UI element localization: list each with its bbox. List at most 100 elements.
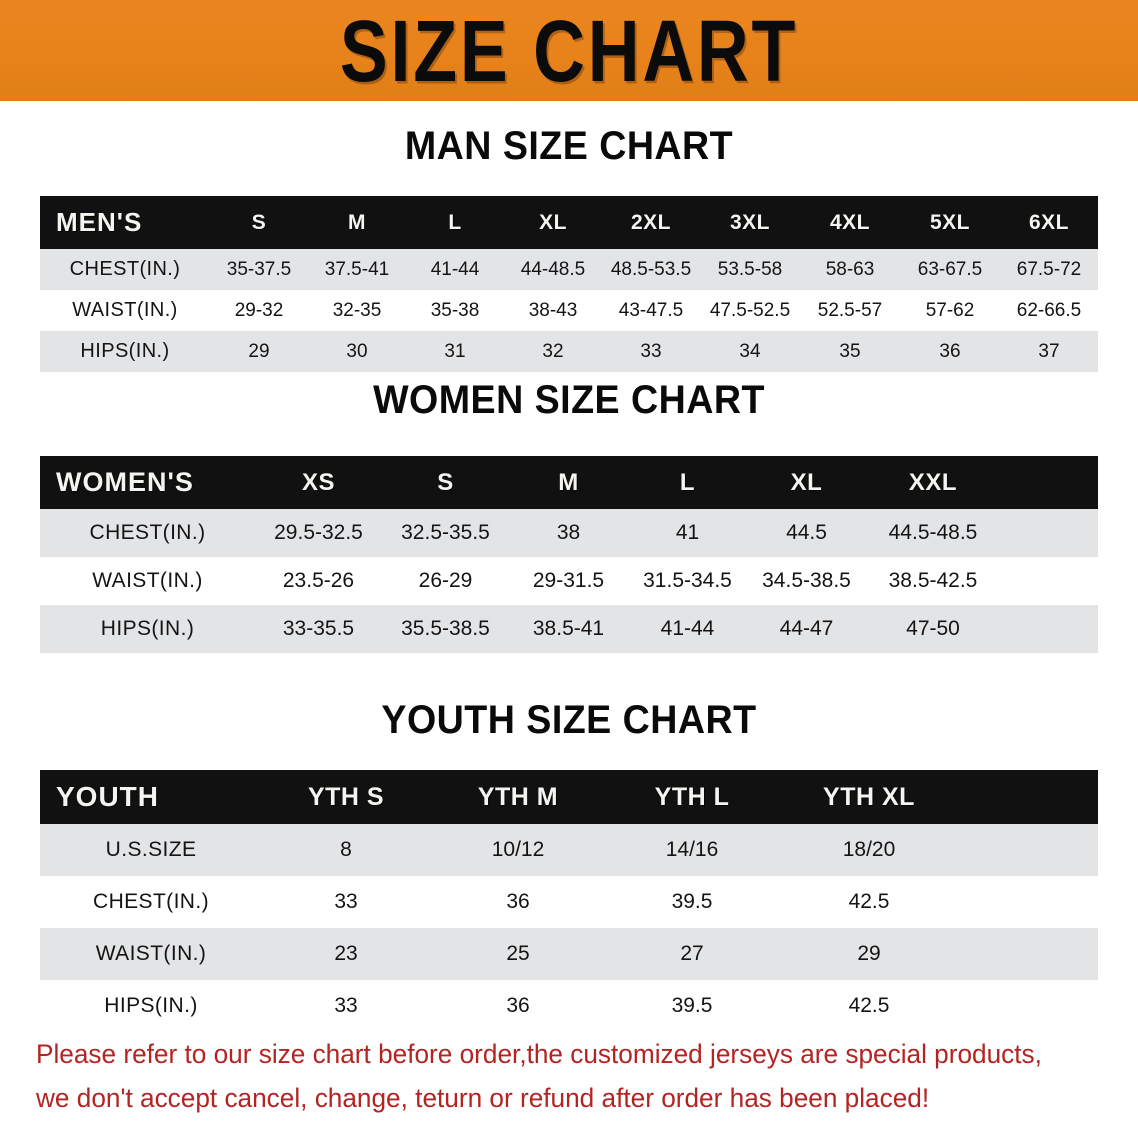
youth-hips-l: 39.5: [671, 994, 713, 1017]
man-header-size-2xl: 2XL: [630, 210, 671, 234]
women-header-spacer: [1000, 456, 1098, 509]
women-header-size-xs: XS: [301, 468, 335, 496]
table-row: HIPS(IN.) 33-35.5 35.5-38.5 38.5-41 41-4…: [40, 605, 1098, 653]
table-row: U.S.SIZE 8 10/12 14/16 18/20: [40, 824, 1098, 876]
youth-hips-s: 33: [334, 994, 358, 1017]
women-header-label: WOMEN'S: [56, 467, 194, 497]
man-chest-6xl: 67.5-72: [1016, 258, 1082, 280]
man-hips-xl: 32: [542, 340, 564, 362]
man-waist-4xl: 52.5-57: [817, 299, 883, 321]
women-waist-xs: 23.5-26: [282, 569, 355, 592]
women-chest-spacer: [1000, 509, 1098, 557]
man-waist-5xl: 57-62: [925, 299, 975, 321]
women-chest-xs: 29.5-32.5: [274, 521, 363, 544]
table-row: WAIST(IN.) 23.5-26 26-29 29-31.5 31.5-34…: [40, 557, 1098, 605]
youth-section-title: YOUTH SIZE CHART: [381, 698, 757, 742]
youth-waist-m: 25: [506, 942, 530, 965]
man-chest-xl: 44-48.5: [520, 258, 586, 280]
women-waist-m: 29-31.5: [532, 569, 605, 592]
youth-header-size-xl: YTH XL: [823, 782, 915, 811]
table-row: CHEST(IN.) 33 36 39.5 42.5: [40, 876, 1098, 928]
man-chest-5xl: 63-67.5: [917, 258, 983, 280]
youth-chest-label: CHEST(IN.): [93, 890, 209, 913]
youth-hips-m: 36: [506, 994, 530, 1017]
women-waist-xl: 34.5-38.5: [762, 569, 851, 592]
man-hips-2xl: 33: [640, 340, 662, 362]
youth-header-size-m: YTH M: [477, 782, 559, 811]
man-hips-s: 29: [248, 340, 270, 362]
youth-ussize-xl: 18/20: [842, 838, 896, 861]
man-waist-l: 35-38: [430, 299, 480, 321]
women-header-size-l: L: [679, 468, 696, 496]
disclaimer-line-1: Please refer to our size chart before or…: [36, 1039, 1042, 1069]
youth-ussize-label: U.S.SIZE: [105, 838, 197, 861]
page-banner: SIZE CHART: [0, 0, 1138, 101]
man-chest-4xl: 58-63: [825, 258, 875, 280]
women-hips-l: 41-44: [660, 617, 715, 640]
women-header-size-s: S: [437, 468, 454, 496]
man-header-row: MEN'S S M L XL 2XL 3XL 4XL 5XL 6XL: [40, 196, 1098, 249]
man-chest-m: 37.5-41: [324, 258, 390, 280]
women-chest-xl: 44.5: [786, 521, 827, 544]
man-waist-s: 29-32: [234, 299, 284, 321]
youth-waist-s: 23: [334, 942, 358, 965]
man-section-title: MAN SIZE CHART: [404, 124, 734, 168]
man-hips-6xl: 37: [1038, 340, 1060, 362]
women-header-row: WOMEN'S XS S M L XL XXL: [40, 456, 1098, 509]
women-waist-xxl: 38.5-42.5: [888, 569, 978, 592]
youth-chest-xl: 42.5: [848, 890, 890, 913]
man-header-size-xl: XL: [539, 210, 567, 234]
youth-ussize-spacer: [960, 824, 1098, 876]
women-header-size-m: M: [558, 468, 579, 496]
women-waist-label: WAIST(IN.): [92, 569, 203, 592]
women-hips-xl: 44-47: [779, 617, 834, 640]
youth-chest-l: 39.5: [671, 890, 713, 913]
man-waist-3xl: 47.5-52.5: [709, 299, 791, 321]
table-row: CHEST(IN.) 35-37.5 37.5-41 41-44 44-48.5…: [40, 249, 1098, 290]
youth-ussize-s: 8: [340, 838, 352, 861]
man-hips-5xl: 36: [939, 340, 961, 362]
women-chest-m: 38: [556, 521, 581, 544]
table-row: HIPS(IN.) 33 36 39.5 42.5: [40, 980, 1098, 1032]
man-waist-2xl: 43-47.5: [618, 299, 684, 321]
youth-chest-spacer: [960, 876, 1098, 928]
man-header-size-4xl: 4XL: [829, 210, 870, 234]
man-hips-label: HIPS(IN.): [80, 340, 170, 362]
man-chest-label: CHEST(IN.): [69, 258, 181, 280]
man-chest-2xl: 48.5-53.5: [610, 258, 692, 280]
women-hips-xs: 33-35.5: [282, 617, 355, 640]
man-waist-label: WAIST(IN.): [72, 299, 178, 321]
youth-chest-m: 36: [506, 890, 530, 913]
youth-header-size-s: YTH S: [307, 782, 385, 811]
table-row: CHEST(IN.) 29.5-32.5 32.5-35.5 38 41 44.…: [40, 509, 1098, 557]
women-hips-m: 38.5-41: [532, 617, 605, 640]
youth-waist-l: 27: [680, 942, 704, 965]
women-waist-s: 26-29: [418, 569, 473, 592]
women-header-size-xxl: XXL: [908, 468, 958, 496]
youth-ussize-m: 10/12: [491, 838, 545, 861]
women-header-size-xl: XL: [790, 468, 823, 496]
man-hips-l: 31: [444, 340, 466, 362]
disclaimer-line-2: we don't accept cancel, change, teturn o…: [36, 1083, 930, 1113]
man-header-size-l: L: [448, 210, 462, 234]
man-header-size-5xl: 5XL: [929, 210, 970, 234]
youth-chest-s: 33: [334, 890, 358, 913]
man-hips-3xl: 34: [739, 340, 761, 362]
page-title: SIZE CHART: [339, 1, 799, 100]
women-chest-s: 32.5-35.5: [401, 521, 490, 544]
women-section-title: WOMEN SIZE CHART: [373, 378, 765, 422]
youth-waist-xl: 29: [857, 942, 881, 965]
table-row: WAIST(IN.) 29-32 32-35 35-38 38-43 43-47…: [40, 290, 1098, 331]
man-header-size-6xl: 6XL: [1028, 210, 1069, 234]
women-waist-spacer: [1000, 557, 1098, 605]
man-waist-xl: 38-43: [528, 299, 578, 321]
women-chest-label: CHEST(IN.): [89, 521, 206, 544]
youth-hips-label: HIPS(IN.): [104, 994, 198, 1017]
women-hips-label: HIPS(IN.): [100, 617, 195, 640]
man-waist-m: 32-35: [332, 299, 382, 321]
youth-header-size-l: YTH L: [654, 782, 730, 811]
youth-header-spacer: [960, 770, 1098, 824]
women-size-table: WOMEN'S XS S M L XL XXL CHEST(IN.) 29.5-…: [40, 456, 1098, 653]
youth-header-row: YOUTH YTH S YTH M YTH L YTH XL: [40, 770, 1098, 824]
